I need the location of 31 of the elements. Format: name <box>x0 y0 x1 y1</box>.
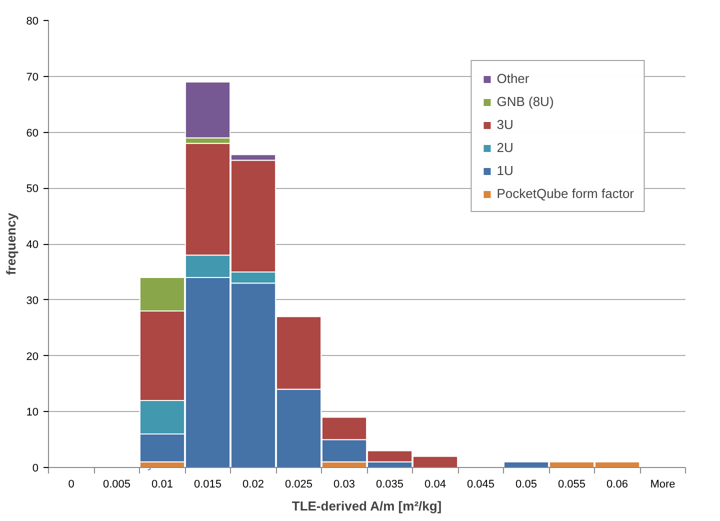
x-tick-label: 0.04 <box>424 478 446 490</box>
y-tick-label: 50 <box>26 183 39 196</box>
legend-label: 3U <box>496 117 514 132</box>
legend-label: PocketQube form factor <box>496 186 634 201</box>
x-tick-label: 0.045 <box>466 478 495 490</box>
x-tick-label: 0.005 <box>102 478 131 490</box>
x-tick-label: 0 <box>68 478 74 490</box>
x-tick-label: More <box>650 478 676 490</box>
legend-label: 1U <box>496 163 514 178</box>
y-tick-label: 30 <box>26 294 39 307</box>
legend-label: Other <box>496 71 530 86</box>
y-tick-label: 60 <box>26 127 39 140</box>
x-tick-label: 0.05 <box>516 478 537 490</box>
x-tick-label: 0.06 <box>606 478 628 490</box>
y-tick-label: 70 <box>26 71 39 84</box>
x-tick-label: 0.015 <box>194 478 222 490</box>
legend-label: 2U <box>496 140 514 155</box>
y-tick-label: 80 <box>26 16 39 28</box>
x-tick-label: 0.02 <box>242 478 264 490</box>
x-axis-title: TLE-derived A/m [m²/kg] <box>292 498 442 514</box>
y-tick-label: 40 <box>26 239 39 251</box>
y-axis-title: frequency <box>3 212 18 276</box>
x-tick-label: 0.035 <box>376 478 404 490</box>
y-tick-label: 0 <box>32 462 39 474</box>
x-tick-label: 0.055 <box>558 478 586 490</box>
x-tick-label: 0.025 <box>284 478 313 490</box>
x-tick-label: 0.03 <box>334 478 355 490</box>
y-tick-label: 20 <box>26 350 39 363</box>
y-tick-label: 10 <box>26 406 39 419</box>
legend-label: GNB (8U) <box>496 94 554 109</box>
x-tick-label: 0.01 <box>152 478 173 490</box>
